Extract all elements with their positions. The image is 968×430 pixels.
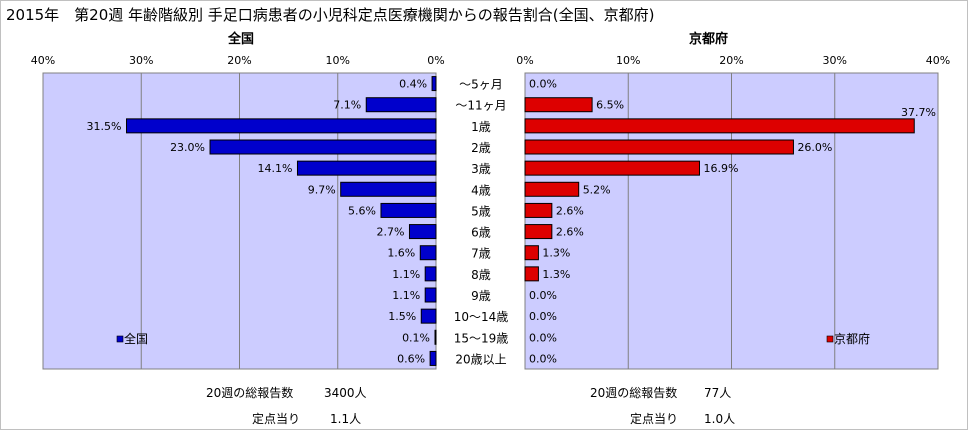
category-label: 9歳: [471, 289, 491, 303]
data-label-kyoto: 37.7%: [901, 106, 936, 119]
category-label: 1歳: [471, 120, 491, 134]
legend-swatch-kyoto: [826, 335, 834, 343]
bar-national: [126, 118, 437, 134]
data-label-national: 31.5%: [87, 120, 122, 133]
chart-title: 2015年 第20週 年齢階級別 手足口病患者の小児科定点医療機関からの報告割合…: [6, 6, 655, 24]
panel-title-kyoto: 京都府: [689, 32, 729, 47]
tick-label-national: 0%: [427, 54, 444, 67]
category-label: 2歳: [471, 141, 491, 155]
data-label-national: 14.1%: [258, 162, 293, 175]
data-label-national: 1.1%: [392, 289, 420, 302]
bar-national: [380, 202, 437, 218]
kyoto-per-label: 定点当り: [630, 412, 679, 426]
data-label-national: 23.0%: [170, 141, 205, 154]
bar-national: [209, 139, 437, 155]
bar-national: [296, 160, 437, 176]
data-label-kyoto: 0.0%: [529, 352, 557, 365]
data-label-national: 7.1%: [333, 99, 361, 112]
tick-label-national: 20%: [227, 54, 251, 67]
tick-label-national: 10%: [326, 54, 350, 67]
bar-national: [424, 266, 437, 282]
category-label: 15～19歳: [454, 331, 509, 345]
bar-national: [434, 329, 437, 345]
data-label-kyoto: 1.3%: [542, 268, 570, 281]
category-label: 5歳: [471, 204, 491, 218]
data-label-kyoto: 26.0%: [797, 141, 832, 154]
tick-label-kyoto: 10%: [616, 54, 640, 67]
data-label-national: 0.1%: [402, 331, 430, 344]
category-label: 3歳: [471, 162, 491, 176]
bar-national: [420, 308, 437, 324]
data-label-national: 1.5%: [388, 310, 416, 323]
national-per-label: 定点当り: [252, 412, 301, 426]
data-label-kyoto: 0.0%: [529, 78, 557, 91]
data-label-kyoto: 16.9%: [703, 162, 738, 175]
bar-national: [419, 245, 437, 261]
bar-kyoto: [524, 202, 553, 218]
tick-label-kyoto: 30%: [823, 54, 847, 67]
tick-label-kyoto: 20%: [719, 54, 743, 67]
bar-national: [429, 350, 437, 366]
bar-national: [340, 181, 437, 197]
data-label-kyoto: 1.3%: [542, 247, 570, 260]
national-total-value: 3400人: [324, 386, 367, 400]
tick-label-kyoto: 0%: [516, 54, 533, 67]
data-label-national: 5.6%: [348, 204, 376, 217]
data-label-kyoto: 2.6%: [556, 226, 584, 239]
bar-kyoto: [524, 139, 794, 155]
data-label-national: 1.6%: [387, 247, 415, 260]
national-total-label: 20週の総報告数: [206, 386, 294, 400]
bar-national: [431, 76, 437, 92]
category-label: ～11ヶ月: [455, 99, 506, 113]
bar-kyoto: [524, 181, 580, 197]
category-label: 20歳以上: [455, 352, 506, 366]
legend-swatch-national: [116, 335, 124, 343]
category-label: 7歳: [471, 247, 491, 261]
data-label-kyoto: 2.6%: [556, 204, 584, 217]
bar-kyoto: [524, 266, 539, 282]
data-label-kyoto: 5.2%: [583, 183, 611, 196]
data-label-national: 1.1%: [392, 268, 420, 281]
category-label: 8歳: [471, 268, 491, 282]
data-label-national: 0.6%: [397, 352, 425, 365]
data-label-national: 0.4%: [399, 78, 427, 91]
bar-national: [408, 224, 437, 240]
tick-label-kyoto: 40%: [926, 54, 950, 67]
data-label-kyoto: 0.0%: [529, 331, 557, 344]
national-per-value: 1.1人: [330, 412, 362, 426]
data-label-national: 9.7%: [308, 183, 336, 196]
category-label: 6歳: [471, 226, 491, 240]
tick-label-national: 40%: [31, 54, 55, 67]
kyoto-total-value: 77人: [704, 386, 732, 400]
category-label: ～5ヶ月: [459, 78, 503, 92]
bar-kyoto: [524, 245, 539, 261]
tick-label-national: 30%: [129, 54, 153, 67]
bar-kyoto: [524, 97, 593, 113]
data-label-national: 2.7%: [377, 226, 405, 239]
data-label-kyoto: 0.0%: [529, 289, 557, 302]
bar-kyoto: [524, 118, 915, 134]
category-label: 10～14歳: [454, 310, 509, 324]
data-label-kyoto: 0.0%: [529, 310, 557, 323]
legend-label-kyoto: 京都府: [834, 331, 870, 346]
bar-national: [424, 287, 437, 303]
legend-label-national: 全国: [124, 331, 148, 346]
panel-title-national: 全国: [228, 32, 255, 47]
bar-kyoto: [524, 224, 553, 240]
kyoto-per-value: 1.0人: [704, 412, 736, 426]
data-label-kyoto: 6.5%: [596, 99, 624, 112]
kyoto-total-label: 20週の総報告数: [590, 386, 678, 400]
bar-kyoto: [524, 160, 700, 176]
category-label: 4歳: [471, 183, 491, 197]
bar-national: [365, 97, 437, 113]
